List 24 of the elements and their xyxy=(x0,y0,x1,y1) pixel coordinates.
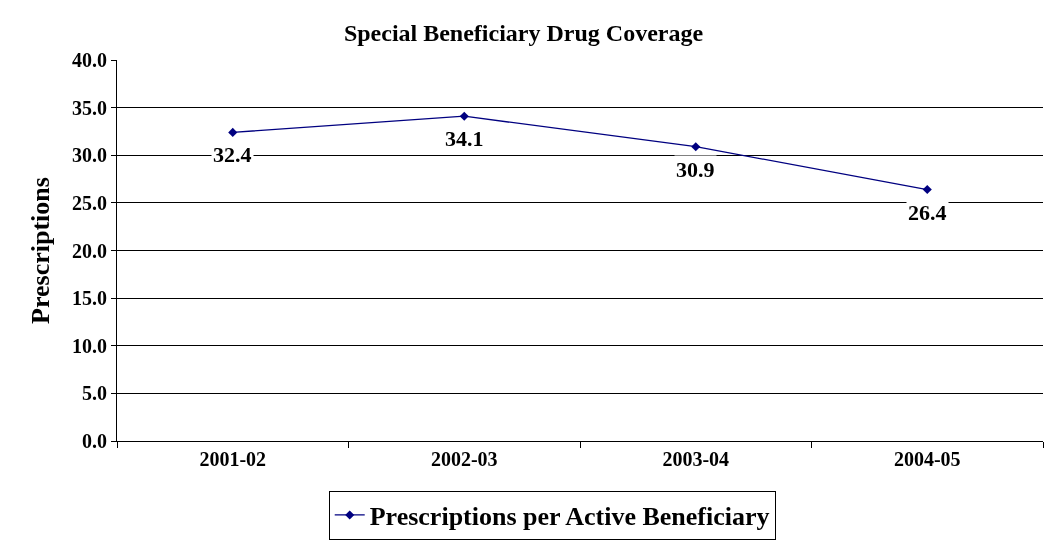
data-label: 34.1 xyxy=(445,126,484,151)
y-tick-label: 20.0 xyxy=(72,239,107,262)
y-tick-label: 30.0 xyxy=(72,144,107,167)
point xyxy=(459,111,469,121)
point xyxy=(691,142,701,152)
point xyxy=(922,184,932,195)
y-tick-label: 40.0 xyxy=(72,49,107,71)
x-tick-label: 2001-02 xyxy=(199,448,267,470)
data-label: 30.9 xyxy=(676,157,715,182)
y-tick-label: 0.0 xyxy=(82,430,107,452)
y-tick-label: 15.0 xyxy=(72,287,107,310)
y-axis-title: Prescriptions xyxy=(26,177,56,324)
data-label: 26.4 xyxy=(908,200,947,225)
chart-title: Special Beneficiary Drug Coverage xyxy=(343,20,704,47)
y-tick-label: 25.0 xyxy=(72,191,107,214)
y-tick-label: 35.0 xyxy=(72,96,107,119)
y-tick-label: 5.0 xyxy=(82,382,107,405)
data-label: 32.4 xyxy=(213,142,252,167)
point xyxy=(228,127,238,137)
x-tick-label: 2004-05 xyxy=(893,448,961,470)
legend-label: Prescriptions per Active Beneficiary xyxy=(369,502,770,532)
x-tick-label: 2002-03 xyxy=(430,448,498,470)
y-tick-label: 10.0 xyxy=(72,334,107,357)
x-tick-label: 2003-04 xyxy=(662,448,730,470)
